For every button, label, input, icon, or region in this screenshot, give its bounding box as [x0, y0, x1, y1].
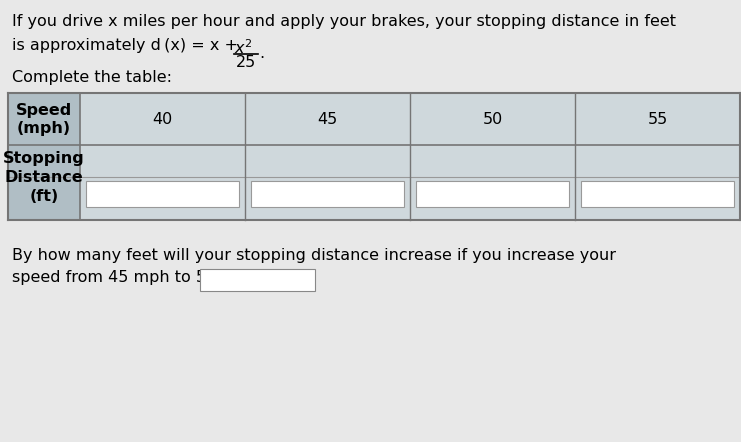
- Text: speed from 45 mph to 55 mph?: speed from 45 mph to 55 mph?: [12, 270, 271, 285]
- Bar: [575, 93, 740, 145]
- Text: 40: 40: [153, 111, 173, 126]
- Text: By how many feet will your stopping distance increase if you increase your: By how many feet will your stopping dist…: [12, 248, 616, 263]
- Bar: [410, 93, 575, 145]
- Bar: [245, 93, 410, 145]
- Text: If you drive x miles per hour and apply your brakes, your stopping distance in f: If you drive x miles per hour and apply …: [12, 14, 676, 29]
- Text: Complete the table:: Complete the table:: [12, 70, 172, 85]
- Text: 25: 25: [236, 55, 256, 70]
- Text: is approximately d (x) = x +: is approximately d (x) = x +: [12, 38, 243, 53]
- Bar: [86, 181, 239, 207]
- Text: Speed: Speed: [16, 103, 72, 118]
- Bar: [80, 145, 245, 220]
- Bar: [575, 145, 740, 220]
- Text: .: .: [259, 46, 264, 61]
- Bar: [581, 181, 734, 207]
- Text: 55: 55: [648, 111, 668, 126]
- Text: 50: 50: [482, 111, 502, 126]
- Bar: [416, 181, 569, 207]
- Bar: [8, 145, 80, 220]
- Text: Stopping: Stopping: [3, 151, 85, 166]
- Text: Distance: Distance: [4, 170, 84, 185]
- Text: (mph): (mph): [17, 121, 71, 136]
- Bar: [245, 145, 410, 220]
- Bar: [8, 93, 80, 145]
- Bar: [410, 145, 575, 220]
- Text: $x^2$: $x^2$: [234, 38, 253, 57]
- Bar: [200, 269, 315, 291]
- Bar: [251, 181, 404, 207]
- Text: 45: 45: [317, 111, 338, 126]
- Text: (ft): (ft): [30, 189, 59, 204]
- Bar: [80, 93, 245, 145]
